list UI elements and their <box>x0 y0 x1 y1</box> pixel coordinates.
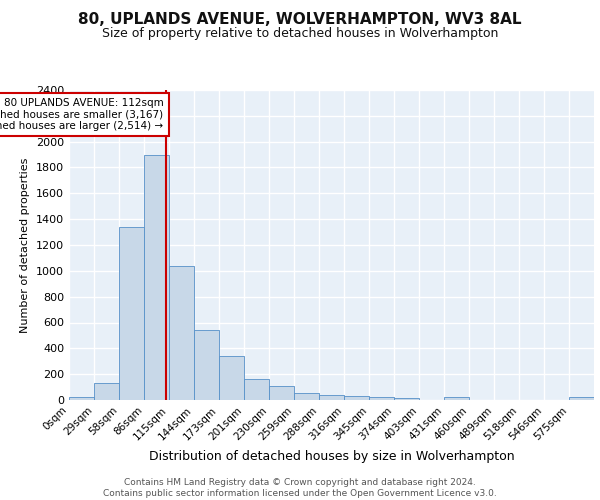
Bar <box>194 330 219 400</box>
Bar <box>369 398 394 400</box>
Bar <box>219 356 244 400</box>
Bar <box>444 398 469 400</box>
Bar <box>119 227 144 400</box>
Bar <box>69 398 94 400</box>
Bar <box>569 398 594 400</box>
Text: 80, UPLANDS AVENUE, WOLVERHAMPTON, WV3 8AL: 80, UPLANDS AVENUE, WOLVERHAMPTON, WV3 8… <box>78 12 522 28</box>
Bar <box>144 154 169 400</box>
Bar <box>394 398 419 400</box>
Y-axis label: Number of detached properties: Number of detached properties <box>20 158 31 332</box>
Bar <box>244 380 269 400</box>
X-axis label: Distribution of detached houses by size in Wolverhampton: Distribution of detached houses by size … <box>149 450 514 463</box>
Bar <box>294 393 319 400</box>
Text: Contains HM Land Registry data © Crown copyright and database right 2024.
Contai: Contains HM Land Registry data © Crown c… <box>103 478 497 498</box>
Bar <box>169 266 194 400</box>
Bar <box>94 383 119 400</box>
Bar <box>319 396 344 400</box>
Text: Size of property relative to detached houses in Wolverhampton: Size of property relative to detached ho… <box>102 28 498 40</box>
Text: 80 UPLANDS AVENUE: 112sqm
← 56% of detached houses are smaller (3,167)
44% of se: 80 UPLANDS AVENUE: 112sqm ← 56% of detac… <box>0 98 163 131</box>
Bar <box>269 386 294 400</box>
Bar <box>344 396 369 400</box>
